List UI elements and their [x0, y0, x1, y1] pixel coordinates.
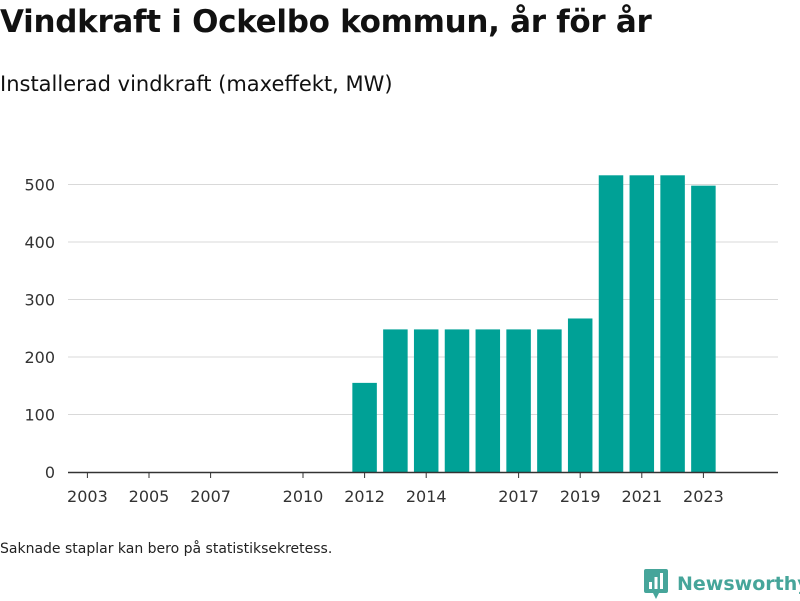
chart-subtitle: Installerad vindkraft (maxeffekt, MW)	[0, 72, 393, 96]
y-tick-label: 100	[24, 406, 55, 425]
y-tick-label: 500	[24, 176, 55, 195]
x-tick-label: 2010	[283, 487, 324, 506]
bar-2023[interactable]	[691, 185, 716, 472]
x-tick-label: 2021	[621, 487, 662, 506]
newsworthy-logo-icon	[644, 569, 668, 599]
bar-2012[interactable]	[352, 382, 377, 472]
bar-2014[interactable]	[413, 329, 439, 472]
bar-2017[interactable]	[506, 329, 531, 472]
x-tick-label: 2005	[129, 487, 170, 506]
newsworthy-logo-text: Newsworthy	[677, 573, 800, 595]
bar-2021[interactable]	[629, 175, 655, 473]
y-tick-label: 200	[24, 348, 55, 367]
x-tick-label: 2017	[498, 487, 539, 506]
x-tick-label: 2007	[190, 487, 231, 506]
bar-2019[interactable]	[567, 318, 593, 472]
bar-2013[interactable]	[383, 329, 408, 472]
x-tick-label: 2023	[683, 487, 724, 506]
x-tick-label: 2019	[560, 487, 601, 506]
x-tick-label: 2003	[67, 487, 108, 506]
x-axis-ticks: 2003 2005 2007 2010 2012 2014 2017 2019 2021 2023	[67, 472, 724, 506]
footnote: Saknade staplar kan bero på statistiksek…	[0, 541, 333, 557]
y-tick-label: 300	[24, 291, 55, 310]
bar-2020[interactable]	[598, 175, 624, 473]
x-tick-label: 2014	[406, 487, 447, 506]
bars	[352, 175, 716, 473]
y-tick-label: 0	[45, 463, 55, 482]
bar-2015[interactable]	[444, 329, 470, 472]
bar-2018[interactable]	[537, 329, 562, 472]
newsworthy-logo[interactable]: Newsworthy	[643, 567, 800, 601]
chart-title: Vindkraft i Ockelbo kommun, år för år	[0, 4, 652, 40]
y-tick-label: 400	[24, 233, 55, 252]
x-tick-label: 2012	[344, 487, 385, 506]
y-axis-ticks: 0 100 200 300 400 500	[24, 176, 55, 483]
bar-2016[interactable]	[475, 329, 501, 472]
bar-2022[interactable]	[660, 175, 685, 473]
